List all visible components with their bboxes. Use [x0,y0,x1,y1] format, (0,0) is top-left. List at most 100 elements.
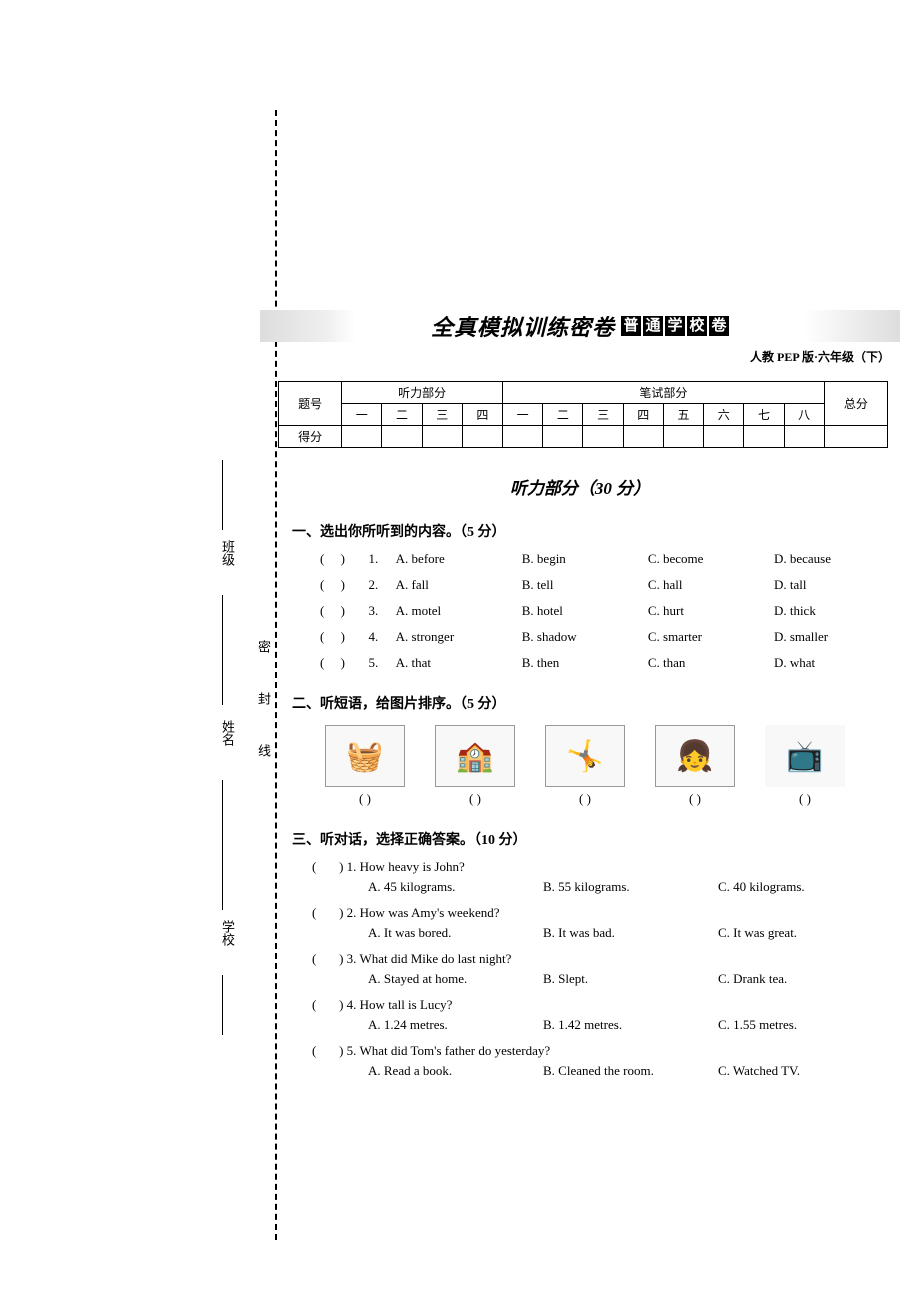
col-header: 一 [503,404,543,426]
answer-paren: ( ) [320,551,369,567]
total-header: 总分 [824,382,887,426]
badge-char: 学 [665,316,685,336]
q-num: 1. [347,859,357,874]
section2-title: 二、听短语，给图片排序。（5 分） [292,693,900,713]
q-num: 4. [369,629,396,645]
q-text: What did Tom's father do yesterday? [359,1043,550,1058]
opt-c: C. smarter [648,629,774,645]
label-name: 姓名 [218,720,237,746]
opt-c: C. It was great. [718,925,893,941]
answer-paren: ( ) [320,629,369,645]
q3-opts: A. 1.24 metres. B. 1.42 metres. C. 1.55 … [312,1017,900,1033]
opt-a: A. before [396,551,522,567]
score-cell [382,426,422,448]
score-cell [583,426,623,448]
score-cell [623,426,663,448]
opt-c: C. Drank tea. [718,971,893,987]
badge-char: 校 [687,316,707,336]
opt-b: B. hotel [522,603,648,619]
q-row: ( ) 4. A. stronger B. shadow C. smarter … [320,629,900,645]
q3-item: ( ) 4. How tall is Lucy? A. 1.24 metres.… [312,997,900,1033]
q3-item: ( ) 3. What did Mike do last night? A. S… [312,951,900,987]
opt-c: C. become [648,551,774,567]
score-cell [503,426,543,448]
section1-questions: ( ) 1. A. before B. begin C. become D. b… [320,551,900,671]
picture-icon: 🏫 [435,725,515,787]
q-num: 3. [347,951,357,966]
badge-char: 普 [621,316,641,336]
q-row: ( ) 3. A. motel B. hotel C. hurt D. thic… [320,603,900,619]
score-cell [663,426,703,448]
score-cell [462,426,502,448]
title-badge: 普 通 学 校 卷 [621,316,729,336]
opt-a: A. stronger [396,629,522,645]
opt-a: A. motel [396,603,522,619]
q3-question-line: ( ) 4. How tall is Lucy? [312,997,452,1013]
q-num: 2. [369,577,396,593]
score-cell [784,426,824,448]
opt-d: D. smaller [774,629,900,645]
opt-b: B. begin [522,551,648,567]
q3-question-line: ( ) 5. What did Tom's father do yesterda… [312,1043,550,1059]
q-row: ( ) 5. A. that B. then C. than D. what [320,655,900,671]
badge-char: 卷 [709,316,729,336]
listening-title: 听力部分（30 分） [260,474,900,499]
q-text: How was Amy's weekend? [360,905,500,920]
opt-c: C. 40 kilograms. [718,879,893,895]
opt-b: B. It was bad. [543,925,718,941]
opt-c: C. hurt [648,603,774,619]
opt-d: D. thick [774,603,900,619]
exam-title: 全真模拟训练密卷 [431,310,615,342]
opt-a: A. fall [396,577,522,593]
opt-c: C. 1.55 metres. [718,1017,893,1033]
score-table: 题号 听力部分 笔试部分 总分 一 二 三 四 一 二 三 四 五 六 七 八 … [278,381,888,448]
sidebar-rule [222,780,223,910]
opt-b: B. shadow [522,629,648,645]
q-num: 5. [347,1043,357,1058]
q-text: What did Mike do last night? [359,951,511,966]
answer-paren: ( ) [320,655,369,671]
sidebar-rule [222,460,223,530]
opt-c: C. hall [648,577,774,593]
answer-paren: ( ) [320,603,369,619]
opt-b: B. then [522,655,648,671]
col-header: 四 [623,404,663,426]
sidebar-rule [222,975,223,1035]
answer-paren: ( ) [315,791,415,807]
q-row: ( ) 2. A. fall B. tell C. hall D. tall [320,577,900,593]
q-text: How heavy is John? [360,859,465,874]
score-header-row: 题号 [279,382,342,426]
col-header: 一 [342,404,382,426]
opt-a: A. 1.24 metres. [368,1017,543,1033]
q-num: 3. [369,603,396,619]
q3-question-line: ( ) 2. How was Amy's weekend? [312,905,500,921]
opt-d: D. what [774,655,900,671]
answer-paren: ( ) [535,791,635,807]
opt-d: D. tall [774,577,900,593]
score-cell [744,426,784,448]
picture-icon: 🧺 [325,725,405,787]
badge-char: 通 [643,316,663,336]
opt-a: A. Read a book. [368,1063,543,1079]
img-cell: 🏫 ( ) [425,725,525,807]
opt-b: B. 1.42 metres. [543,1017,718,1033]
q3-item: ( ) 5. What did Tom's father do yesterda… [312,1043,900,1079]
col-header: 八 [784,404,824,426]
col-header: 四 [462,404,502,426]
score-cell [704,426,744,448]
q-num: 5. [369,655,396,671]
listening-header: 听力部分 [342,382,503,404]
img-cell: 🧺 ( ) [315,725,415,807]
col-header: 三 [583,404,623,426]
score-label: 得分 [279,426,342,448]
col-header: 六 [704,404,744,426]
opt-a: A. 45 kilograms. [368,879,543,895]
img-cell: 📺 ( ) [755,725,855,807]
sidebar-rule [222,595,223,705]
col-header: 二 [543,404,583,426]
opt-a: A. Stayed at home. [368,971,543,987]
q-num: 4. [347,997,357,1012]
col-header: 三 [422,404,462,426]
q3-question-line: ( ) 1. How heavy is John? [312,859,465,875]
q3-opts: A. Read a book. B. Cleaned the room. C. … [312,1063,900,1079]
